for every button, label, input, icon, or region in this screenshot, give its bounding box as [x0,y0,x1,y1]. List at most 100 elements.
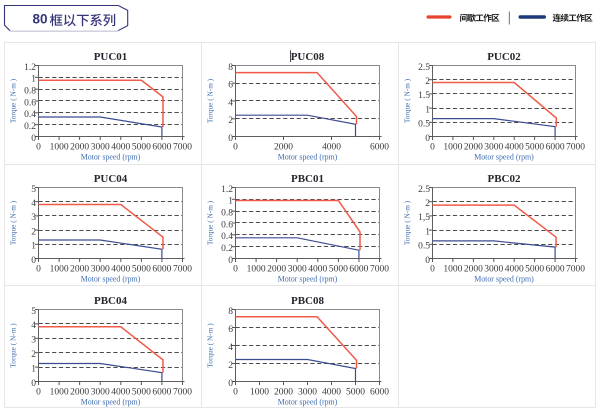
svg-text:3000: 3000 [484,265,503,275]
svg-text:2000: 2000 [70,143,89,153]
svg-text:8: 8 [228,307,233,317]
svg-text:0: 0 [31,256,36,266]
svg-text:6000: 6000 [370,388,389,398]
svg-text:3000: 3000 [288,265,307,275]
svg-text:2000: 2000 [274,388,293,398]
svg-text:3000: 3000 [91,143,110,153]
svg-text:7000: 7000 [173,143,192,153]
svg-text:3: 3 [31,213,36,223]
svg-text:2000: 2000 [267,265,286,275]
svg-text:1000: 1000 [50,143,69,153]
svg-text:2: 2 [228,116,233,126]
svg-text:7000: 7000 [173,265,192,275]
svg-text:4000: 4000 [111,143,130,153]
svg-text:7000: 7000 [566,265,585,275]
svg-text:0: 0 [430,265,435,275]
svg-text:2.5: 2.5 [418,185,430,195]
svg-text:2000: 2000 [70,388,89,398]
svg-text:Motor speed (rpm): Motor speed (rpm) [81,153,141,162]
svg-text:5000: 5000 [525,265,544,275]
svg-text:1000: 1000 [50,388,69,398]
svg-text:Torque ( N-m ): Torque ( N-m ) [403,200,412,245]
svg-text:Motor speed (rpm): Motor speed (rpm) [278,275,338,284]
svg-text:0: 0 [425,134,430,144]
svg-text:0: 0 [228,379,233,389]
svg-text:Motor speed (rpm): Motor speed (rpm) [81,398,141,407]
svg-text:2.5: 2.5 [418,63,430,73]
svg-text:1000: 1000 [247,265,266,275]
svg-text:0: 0 [430,143,435,153]
svg-text:0: 0 [425,256,430,266]
svg-text:PUC08: PUC08 [291,51,325,63]
svg-text:1: 1 [425,105,430,115]
svg-text:1,5: 1,5 [418,213,430,223]
svg-text:2: 2 [31,227,36,237]
svg-text:2000: 2000 [464,265,483,275]
svg-text:Torque ( N-m ): Torque ( N-m ) [403,78,412,123]
svg-text:3000: 3000 [91,265,110,275]
svg-text:0: 0 [233,388,238,398]
svg-text:Motor speed (rpm): Motor speed (rpm) [278,398,338,407]
svg-text:Torque ( N-m ): Torque ( N-m ) [9,323,18,368]
svg-text:1: 1 [228,197,233,207]
svg-text:2000: 2000 [464,143,483,153]
svg-text:5000: 5000 [346,388,365,398]
svg-text:PBC01: PBC01 [291,173,324,185]
svg-text:5000: 5000 [132,143,151,153]
svg-text:0: 0 [36,388,41,398]
svg-text:6000: 6000 [152,265,171,275]
svg-text:1.2: 1.2 [221,185,233,195]
svg-text:0.6: 0.6 [221,220,233,230]
svg-text:2: 2 [228,361,233,371]
svg-text:4: 4 [228,343,233,353]
svg-text:8: 8 [228,63,233,73]
svg-text:6000: 6000 [546,265,565,275]
svg-text:1000: 1000 [443,143,462,153]
svg-text:4: 4 [228,98,233,108]
svg-text:2000: 2000 [274,143,293,153]
svg-text:Torque ( N-m ): Torque ( N-m ) [9,200,18,245]
svg-text:1000: 1000 [250,388,269,398]
svg-text:1: 1 [31,75,36,85]
svg-text:6000: 6000 [370,143,389,153]
svg-text:3: 3 [31,336,36,346]
svg-text:PUC01: PUC01 [94,51,128,63]
svg-text:5000: 5000 [132,265,151,275]
svg-text:Motor speed (rpm): Motor speed (rpm) [474,153,534,162]
svg-text:Torque ( N-m ): Torque ( N-m ) [206,200,215,245]
svg-text:4: 4 [31,199,36,209]
svg-text:4000: 4000 [111,265,130,275]
svg-text:0: 0 [31,134,36,144]
svg-text:1000: 1000 [443,265,462,275]
svg-text:6000: 6000 [349,265,368,275]
svg-text:PBC04: PBC04 [94,295,128,307]
svg-text:PBC02: PBC02 [488,173,522,185]
svg-text:0: 0 [36,143,41,153]
svg-text:5: 5 [31,307,36,317]
svg-text:Torque ( N-m ): Torque ( N-m ) [9,78,18,123]
svg-text:0.5: 0.5 [418,242,430,252]
svg-text:0.8: 0.8 [24,87,36,97]
svg-text:PBC08: PBC08 [291,295,325,307]
svg-text:5000: 5000 [132,388,151,398]
svg-text:1.5: 1.5 [418,91,430,101]
svg-text:0.2: 0.2 [24,122,36,132]
svg-text:6: 6 [228,325,233,335]
svg-text:3000: 3000 [298,388,317,398]
svg-text:Motor speed (rpm): Motor speed (rpm) [278,153,338,162]
svg-text:0: 0 [228,256,233,266]
svg-text:5000: 5000 [329,265,348,275]
svg-text:5000: 5000 [525,143,544,153]
svg-text:0: 0 [31,379,36,389]
svg-text:6000: 6000 [546,143,565,153]
svg-text:4000: 4000 [308,265,327,275]
svg-text:3000: 3000 [484,143,503,153]
svg-text:PUC04: PUC04 [94,173,128,185]
svg-text:0: 0 [36,265,41,275]
svg-text:Motor speed (rpm): Motor speed (rpm) [81,275,141,284]
svg-text:4: 4 [31,321,36,331]
svg-text:0.6: 0.6 [24,98,36,108]
svg-text:PUC02: PUC02 [487,51,521,63]
svg-text:4000: 4000 [111,388,130,398]
svg-text:6000: 6000 [152,143,171,153]
